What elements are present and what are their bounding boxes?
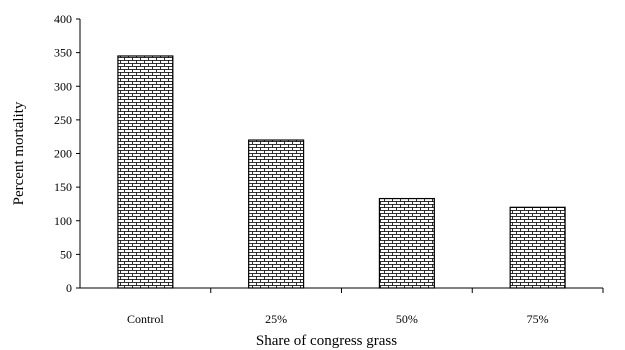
y-tick-label: 200: [54, 147, 72, 161]
y-axis-ticks: 0 50 100 150 200 250 300 350 400: [54, 12, 80, 295]
x-tick-label: 25%: [265, 312, 287, 326]
x-axis-ticks: Control 25% 50% 75%: [127, 288, 604, 326]
y-axis-title: Percent mortality: [11, 101, 27, 205]
bar-25-percent: [248, 139, 305, 289]
x-tick-label: Control: [127, 312, 164, 326]
y-tick-label: 300: [54, 79, 72, 93]
y-tick-label: 100: [54, 214, 72, 228]
bars-group: [117, 55, 566, 289]
x-axis-title: Share of congress grass: [256, 333, 397, 349]
bar-75-percent: [509, 206, 566, 289]
y-tick-label: 150: [54, 180, 72, 194]
y-tick-label: 50: [60, 247, 72, 261]
y-tick-label: 350: [54, 46, 72, 60]
x-tick-label: 50%: [396, 312, 418, 326]
bar-control: [117, 55, 174, 289]
y-tick-label: 400: [54, 12, 72, 26]
x-tick-label: 75%: [527, 312, 549, 326]
y-tick-label: 0: [66, 281, 72, 295]
bar-50-percent: [378, 197, 435, 289]
y-tick-label: 250: [54, 113, 72, 127]
